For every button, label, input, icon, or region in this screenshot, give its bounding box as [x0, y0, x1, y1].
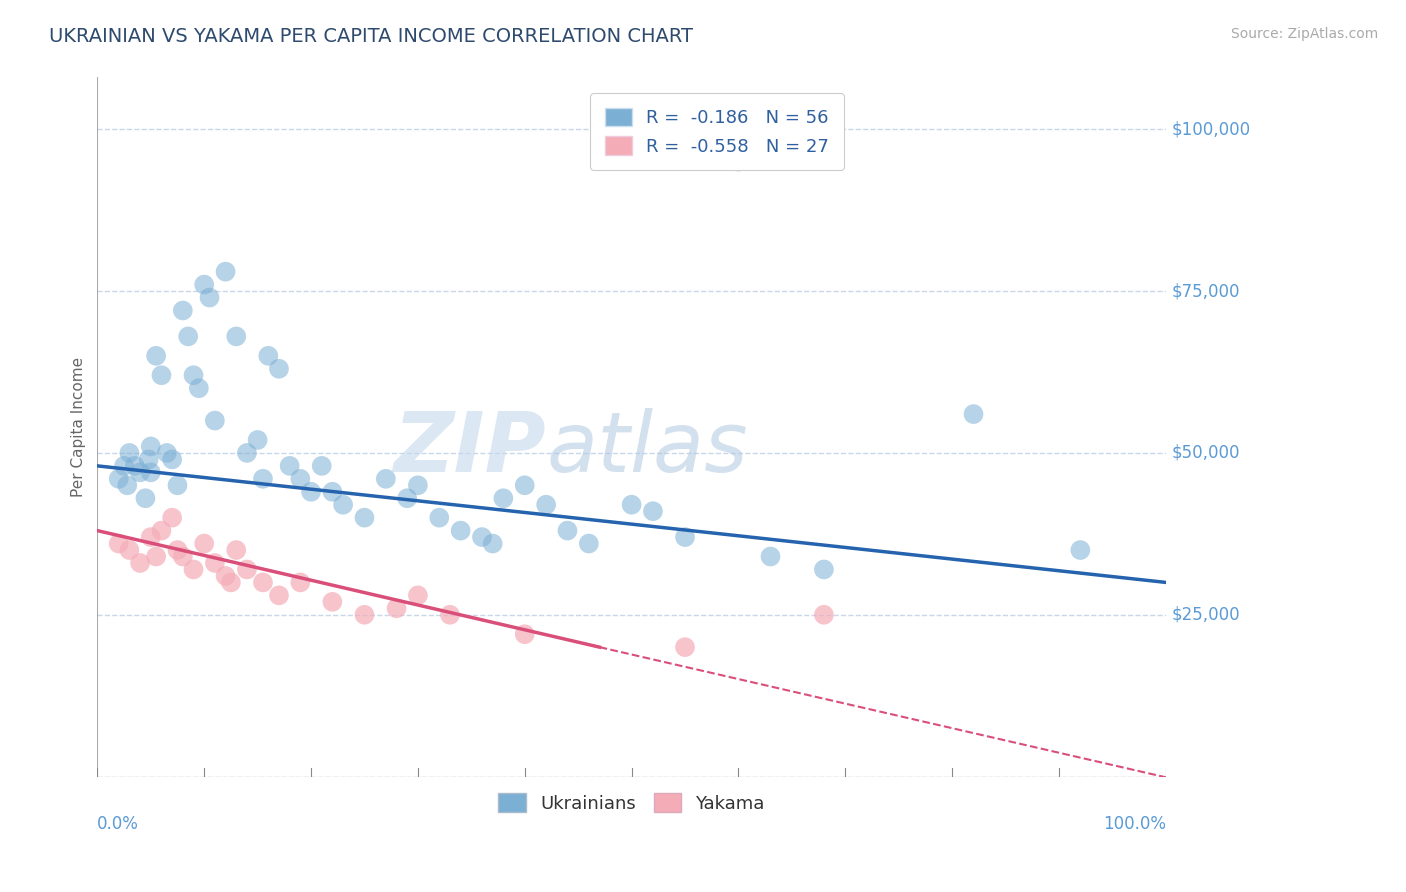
- Point: [183, 368, 205, 383]
- Point: [172, 549, 194, 564]
- Point: [150, 524, 173, 538]
- Text: Source: ZipAtlas.com: Source: ZipAtlas.com: [1230, 27, 1378, 41]
- Point: [353, 510, 375, 524]
- Point: [374, 472, 396, 486]
- Point: [246, 433, 269, 447]
- Point: [214, 265, 236, 279]
- Point: [267, 361, 290, 376]
- Point: [427, 510, 450, 524]
- Text: UKRAINIAN VS YAKAMA PER CAPITA INCOME CORRELATION CHART: UKRAINIAN VS YAKAMA PER CAPITA INCOME CO…: [49, 27, 693, 45]
- Point: [166, 478, 188, 492]
- Text: ZIP: ZIP: [394, 408, 546, 489]
- Point: [406, 588, 429, 602]
- Point: [236, 562, 259, 576]
- Point: [673, 640, 696, 654]
- Point: [183, 562, 205, 576]
- Point: [252, 575, 274, 590]
- Point: [150, 368, 173, 383]
- Point: [198, 291, 221, 305]
- Point: [278, 458, 301, 473]
- Point: [450, 524, 472, 538]
- Point: [118, 446, 141, 460]
- Point: [129, 466, 152, 480]
- Point: [641, 504, 664, 518]
- Point: [620, 498, 643, 512]
- Point: [439, 607, 461, 622]
- Point: [385, 601, 408, 615]
- Point: [290, 575, 312, 590]
- Text: 100.0%: 100.0%: [1102, 815, 1166, 833]
- Point: [492, 491, 515, 506]
- Point: [321, 595, 343, 609]
- Point: [204, 413, 226, 427]
- Point: [513, 478, 536, 492]
- Point: [332, 498, 354, 512]
- Point: [145, 349, 167, 363]
- Point: [396, 491, 419, 506]
- Point: [813, 562, 835, 576]
- Point: [406, 478, 429, 492]
- Point: [193, 277, 215, 292]
- Point: [557, 524, 579, 538]
- Point: [1069, 543, 1091, 558]
- Point: [204, 556, 226, 570]
- Point: [321, 484, 343, 499]
- Point: [353, 607, 375, 622]
- Text: $100,000: $100,000: [1171, 120, 1250, 138]
- Point: [759, 549, 782, 564]
- Point: [962, 407, 984, 421]
- Point: [139, 466, 162, 480]
- Legend: Ukrainians, Yakama: Ukrainians, Yakama: [491, 786, 772, 820]
- Point: [124, 458, 146, 473]
- Point: [145, 549, 167, 564]
- Point: [177, 329, 200, 343]
- Point: [160, 452, 183, 467]
- Text: 0.0%: 0.0%: [97, 815, 139, 833]
- Point: [214, 569, 236, 583]
- Point: [813, 607, 835, 622]
- Point: [481, 536, 503, 550]
- Point: [156, 446, 179, 460]
- Point: [673, 530, 696, 544]
- Text: $50,000: $50,000: [1171, 444, 1240, 462]
- Point: [107, 472, 129, 486]
- Point: [219, 575, 242, 590]
- Point: [225, 329, 247, 343]
- Point: [134, 491, 156, 506]
- Point: [225, 543, 247, 558]
- Y-axis label: Per Capita Income: Per Capita Income: [72, 357, 86, 497]
- Text: $25,000: $25,000: [1171, 606, 1240, 624]
- Point: [267, 588, 290, 602]
- Point: [578, 536, 600, 550]
- Text: $75,000: $75,000: [1171, 282, 1240, 300]
- Point: [139, 440, 162, 454]
- Point: [727, 154, 749, 169]
- Point: [187, 381, 209, 395]
- Point: [172, 303, 194, 318]
- Point: [299, 484, 322, 499]
- Point: [160, 510, 183, 524]
- Point: [311, 458, 333, 473]
- Point: [236, 446, 259, 460]
- Point: [138, 452, 160, 467]
- Point: [166, 543, 188, 558]
- Point: [112, 458, 135, 473]
- Point: [139, 530, 162, 544]
- Point: [534, 498, 557, 512]
- Point: [290, 472, 312, 486]
- Point: [193, 536, 215, 550]
- Point: [471, 530, 494, 544]
- Point: [257, 349, 280, 363]
- Text: atlas: atlas: [546, 408, 748, 489]
- Point: [252, 472, 274, 486]
- Point: [129, 556, 152, 570]
- Point: [107, 536, 129, 550]
- Point: [513, 627, 536, 641]
- Point: [118, 543, 141, 558]
- Point: [117, 478, 139, 492]
